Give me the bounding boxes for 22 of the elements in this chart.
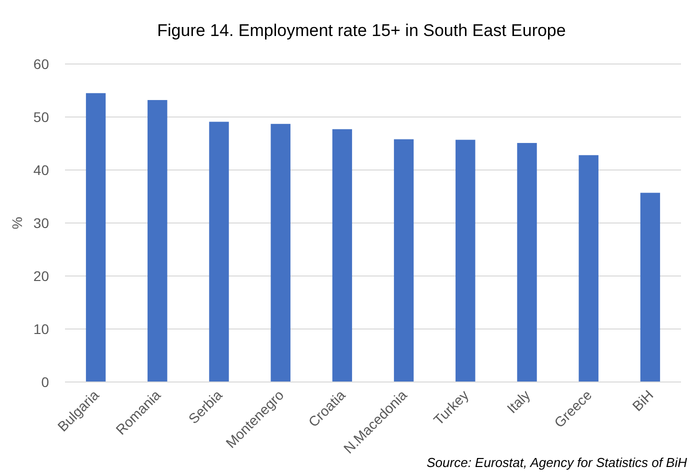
bar [270,124,290,382]
bar [456,140,476,382]
bar [640,192,660,382]
bar [148,100,168,382]
bar [86,93,106,382]
bar [209,122,229,382]
y-tick-label: 50 [33,108,50,125]
y-tick-label: 0 [41,374,50,390]
bar [517,142,537,382]
y-axis-title: % [9,216,25,230]
y-tick-label: 20 [33,268,50,284]
chart-title: Figure 14. Employment rate 15+ in South East Europe [157,21,566,40]
bar [394,139,414,382]
y-tick-label: 60 [33,56,50,72]
y-tick-label: 10 [33,320,50,337]
y-tick-label: 30 [33,214,50,231]
source-note: Source: Eurostat, Agency for Statistics of BiH [426,455,688,470]
y-tick-label: 40 [33,162,50,178]
bar [578,155,598,382]
bar [332,129,352,382]
x-tick-label: Italy [504,386,534,416]
x-tick-label: BiH [629,386,656,414]
